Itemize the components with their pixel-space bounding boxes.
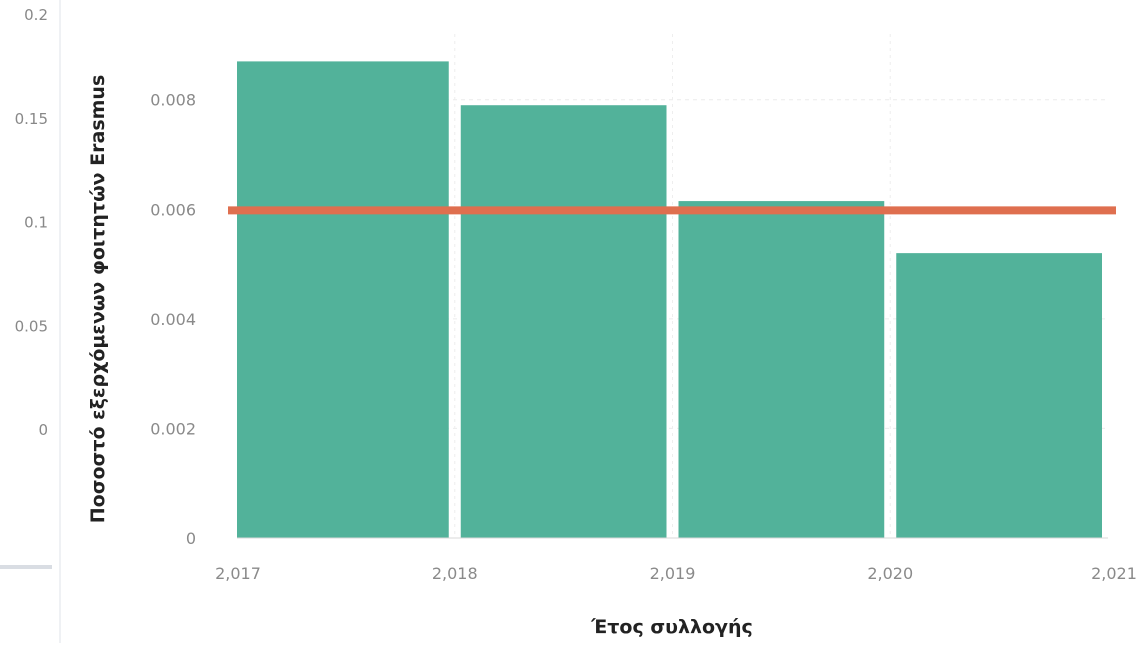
bar [460, 105, 667, 538]
y-tick-label: 0.006 [150, 200, 196, 219]
x-tick-label: 2,018 [432, 564, 478, 583]
secondary-axis-group: 0.2 0.15 0.1 0.05 0 [15, 6, 48, 439]
y-tick-label: 0.004 [150, 310, 196, 329]
y-tick-label: 0 [186, 529, 196, 548]
y-axis: 0 0.002 0.004 0.006 0.008 [150, 91, 196, 548]
secondary-y-tick-label: 0.15 [15, 110, 48, 128]
x-axis-title: Έτος συλλογής [590, 616, 753, 638]
secondary-panel [0, 0, 60, 643]
bar [896, 253, 1102, 538]
x-tick-label: 2,021 [1091, 564, 1137, 583]
y-tick-label: 0.002 [150, 419, 196, 438]
y-axis-title: Ποσοστό εξερχόμενων φοιτητών Erasmus [87, 75, 109, 524]
x-tick-label: 2,017 [215, 564, 261, 583]
y-tick-label: 0.008 [150, 91, 196, 110]
bar [237, 61, 449, 539]
bar [678, 201, 885, 538]
secondary-y-tick-label: 0.2 [24, 6, 48, 24]
bar-group [237, 61, 1102, 539]
x-tick-label: 2,020 [867, 564, 913, 583]
secondary-y-tick-label: 0.05 [15, 317, 48, 335]
secondary-y-tick-label: 0.1 [24, 214, 48, 232]
x-axis: 2,017 2,018 2,019 2,020 2,021 [215, 537, 1137, 583]
x-tick-label: 2,019 [650, 564, 696, 583]
secondary-y-tick-label: 0 [38, 421, 48, 439]
